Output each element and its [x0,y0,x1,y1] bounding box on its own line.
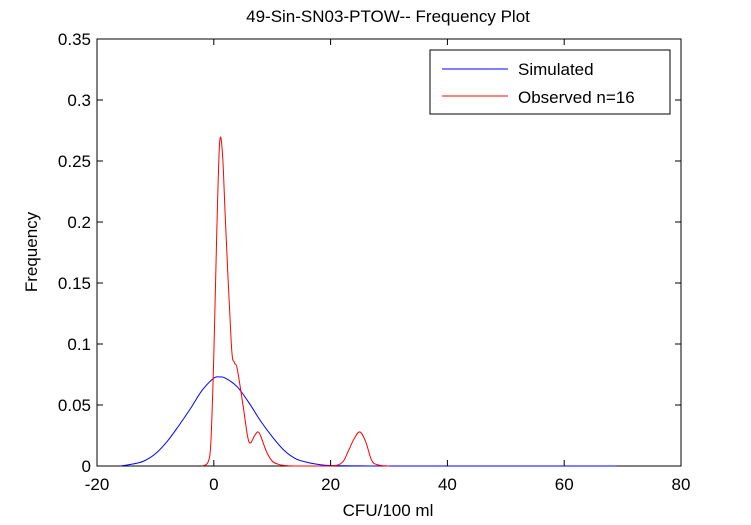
y-tick-label: 0.15 [58,274,91,293]
legend-label-simulated: Simulated [518,60,594,79]
x-tick-label: -20 [85,475,110,494]
y-tick-label: 0.25 [58,152,91,171]
y-tick-label: 0.35 [58,30,91,49]
x-tick-label: 60 [555,475,574,494]
x-tick-label: 40 [438,475,457,494]
x-tick-label: 20 [321,475,340,494]
y-tick-label: 0.1 [67,335,91,354]
series-line-observed [201,136,390,467]
legend-label-observed: Observed n=16 [518,88,635,107]
y-axis-label: Frequency [22,211,41,292]
series-layer [120,136,617,467]
y-tick-label: 0 [82,457,91,476]
legend: Simulated Observed n=16 [429,49,671,115]
legend-box [429,49,671,115]
x-tick-label: 0 [209,475,218,494]
x-tick-label: 80 [672,475,691,494]
y-tick-label: 0.05 [58,396,91,415]
x-axis-label: CFU/100 ml [343,501,434,520]
y-tick-label: 0.3 [67,91,91,110]
y-tick-label: 0.2 [67,213,91,232]
chart-title: 49-Sin-SN03-PTOW-- Frequency Plot [246,7,530,26]
